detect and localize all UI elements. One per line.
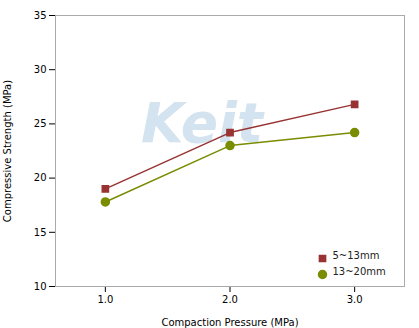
svg-text:3.0: 3.0 xyxy=(347,294,363,305)
svg-text:30: 30 xyxy=(34,64,47,75)
svg-text:15: 15 xyxy=(34,227,47,238)
svg-text:2.0: 2.0 xyxy=(222,294,238,305)
svg-text:10: 10 xyxy=(34,281,47,292)
svg-text:Compressive Strength (MPa): Compressive Strength (MPa) xyxy=(2,80,13,222)
svg-text:5~13mm: 5~13mm xyxy=(333,250,380,261)
svg-text:20: 20 xyxy=(34,172,47,183)
svg-text:35: 35 xyxy=(34,10,47,21)
svg-text:25: 25 xyxy=(34,118,47,129)
svg-text:Compaction Pressure (MPa): Compaction Pressure (MPa) xyxy=(161,317,298,328)
svg-text:Keit: Keit xyxy=(141,90,264,155)
svg-text:1.0: 1.0 xyxy=(97,294,113,305)
svg-text:13~20mm: 13~20mm xyxy=(333,266,386,277)
